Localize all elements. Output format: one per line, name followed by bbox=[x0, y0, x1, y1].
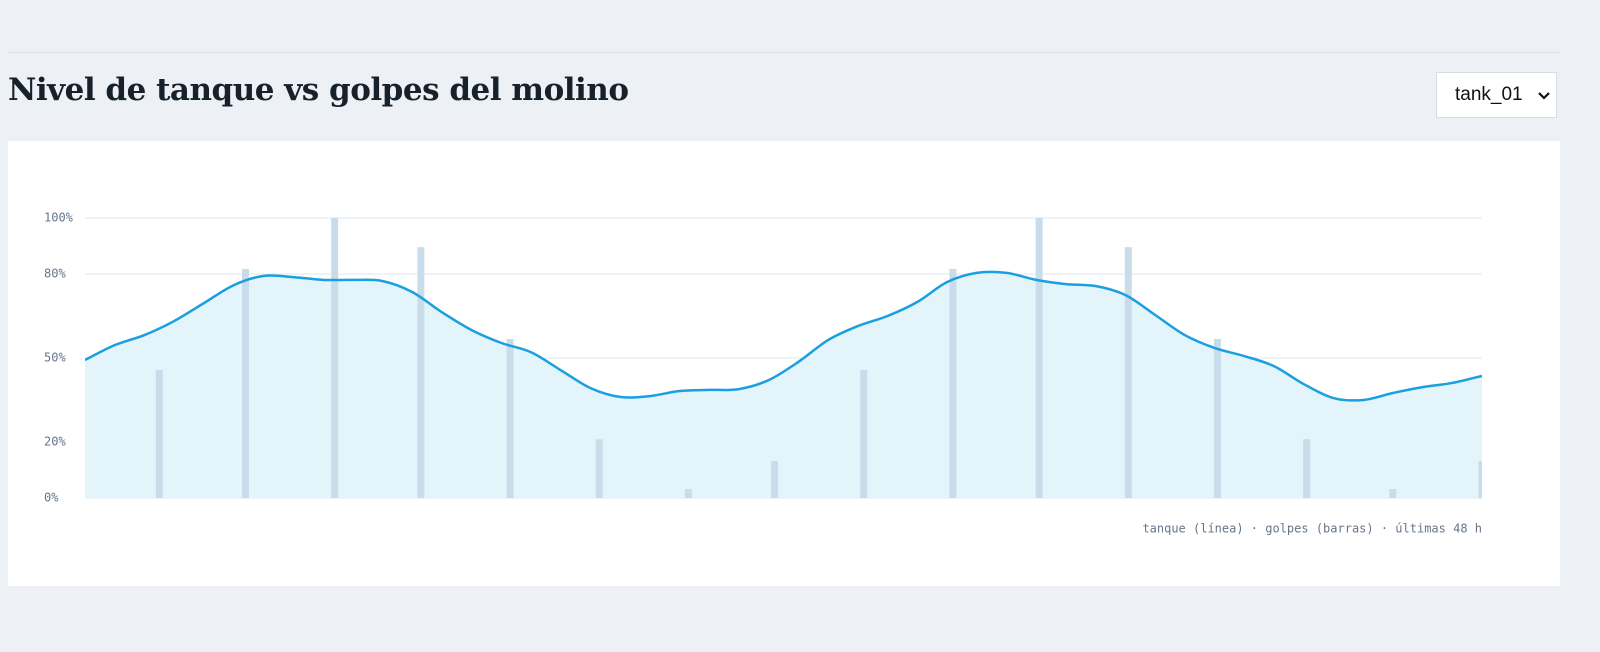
bar bbox=[417, 247, 425, 498]
caption: tanque (línea) · golpes (barras) · últim… bbox=[1142, 522, 1482, 536]
bar bbox=[595, 439, 603, 498]
y-tick-label: 50% bbox=[44, 351, 66, 365]
page-title: Nivel de tanque vs golpes del molino bbox=[8, 72, 629, 108]
area bbox=[85, 271, 1482, 498]
bar bbox=[1124, 247, 1132, 498]
bar bbox=[1035, 218, 1043, 498]
bar bbox=[506, 338, 514, 498]
bar bbox=[1389, 489, 1397, 498]
y-tick-label: 100% bbox=[44, 211, 74, 225]
divider bbox=[8, 52, 1560, 53]
bar bbox=[331, 218, 339, 498]
y-tick-label: 20% bbox=[44, 435, 66, 449]
bar bbox=[1213, 338, 1221, 498]
y-tick-label: 0% bbox=[44, 491, 59, 505]
bar bbox=[1303, 439, 1311, 498]
bar bbox=[1478, 461, 1482, 498]
line bbox=[85, 270, 1482, 402]
select-value: tank_01 bbox=[1455, 84, 1523, 105]
tank-select[interactable]: tank_01 bbox=[1436, 72, 1557, 118]
bar bbox=[155, 370, 163, 498]
bar bbox=[684, 489, 692, 498]
bar bbox=[949, 268, 957, 498]
y-tick-label: 80% bbox=[44, 267, 66, 281]
plot bbox=[85, 218, 1482, 498]
chart-card: tanque (línea) · golpes (barras) · últim… bbox=[8, 141, 1560, 586]
chart: tanque (línea) · golpes (barras) · últim… bbox=[44, 211, 1482, 536]
bar bbox=[242, 268, 250, 498]
chevron bbox=[1538, 92, 1550, 100]
bar bbox=[860, 370, 868, 498]
bar bbox=[771, 461, 779, 498]
